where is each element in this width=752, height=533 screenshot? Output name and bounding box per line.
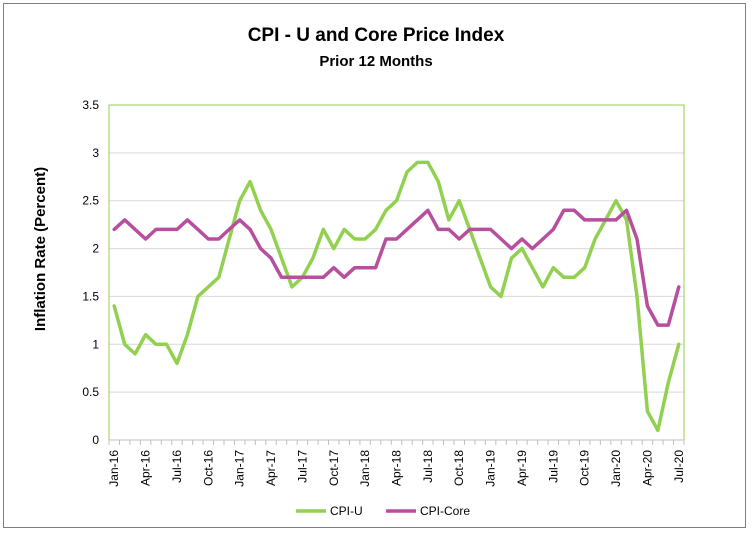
x-tick-label: Apr-17: [264, 450, 278, 486]
x-tick-label: Jan-19: [484, 450, 498, 487]
legend: CPI-U CPI-Core: [296, 504, 470, 518]
x-tick-label: Jan-18: [358, 450, 372, 487]
y-axis-label: Inflation Rate (Percent): [32, 167, 49, 331]
axis-layer: 0 0.5 1 1.5 2 2.5 3 3.5 Jan-16 Apr-16 Jul-16 Oct-16…: [82, 98, 685, 487]
series-line-cpi-core: [112, 208, 681, 327]
x-tick-label: Apr-16: [139, 450, 153, 486]
y-tick-label: 1.5: [82, 289, 99, 303]
y-tick-label: 0.5: [82, 385, 99, 399]
series-layer: [112, 160, 681, 433]
chart-frame: CPI - U and Core Price Index Prior 12 Mo…: [3, 3, 746, 528]
x-tick-label: Jan-16: [107, 450, 121, 487]
x-tick-label: Jan-17: [233, 450, 247, 487]
x-tick-label: Jan-20: [609, 450, 623, 487]
x-tick-label: Jul-18: [421, 450, 435, 483]
x-tick-label: Jul-16: [170, 450, 184, 483]
x-tick-label: Oct-18: [452, 450, 466, 486]
chart-title: CPI - U and Core Price Index: [248, 25, 505, 46]
chart-subtitle: Prior 12 Months: [319, 53, 432, 70]
x-tick-label: Jul-17: [295, 450, 309, 483]
x-tick-label: Oct-19: [578, 450, 592, 486]
legend-label-cpi-u: CPI-U: [330, 504, 363, 518]
x-tick-label: Jul-20: [672, 450, 686, 483]
y-tick-label: 3.5: [82, 98, 99, 112]
y-tick-label: 2: [92, 242, 99, 256]
x-tick-label: Apr-18: [390, 450, 404, 486]
x-tick-label: Apr-19: [515, 450, 529, 486]
x-tick-label: Oct-17: [327, 450, 341, 486]
series-line-cpi-u: [112, 160, 681, 433]
chart-svg: CPI - U and Core Price Index Prior 12 Mo…: [32, 25, 686, 518]
legend-label-cpi-core: CPI-Core: [420, 504, 470, 518]
plot-area-border: [108, 104, 685, 441]
grid-layer: [109, 152, 684, 393]
y-tick-label: 0: [92, 433, 99, 447]
y-tick-label: 3: [92, 146, 99, 160]
x-tick-label: Oct-16: [201, 450, 215, 486]
x-tick-label: Apr-20: [640, 450, 654, 486]
y-tick-label: 1: [92, 337, 99, 351]
y-tick-label: 2.5: [82, 194, 99, 208]
x-tick-label: Jul-19: [546, 450, 560, 483]
